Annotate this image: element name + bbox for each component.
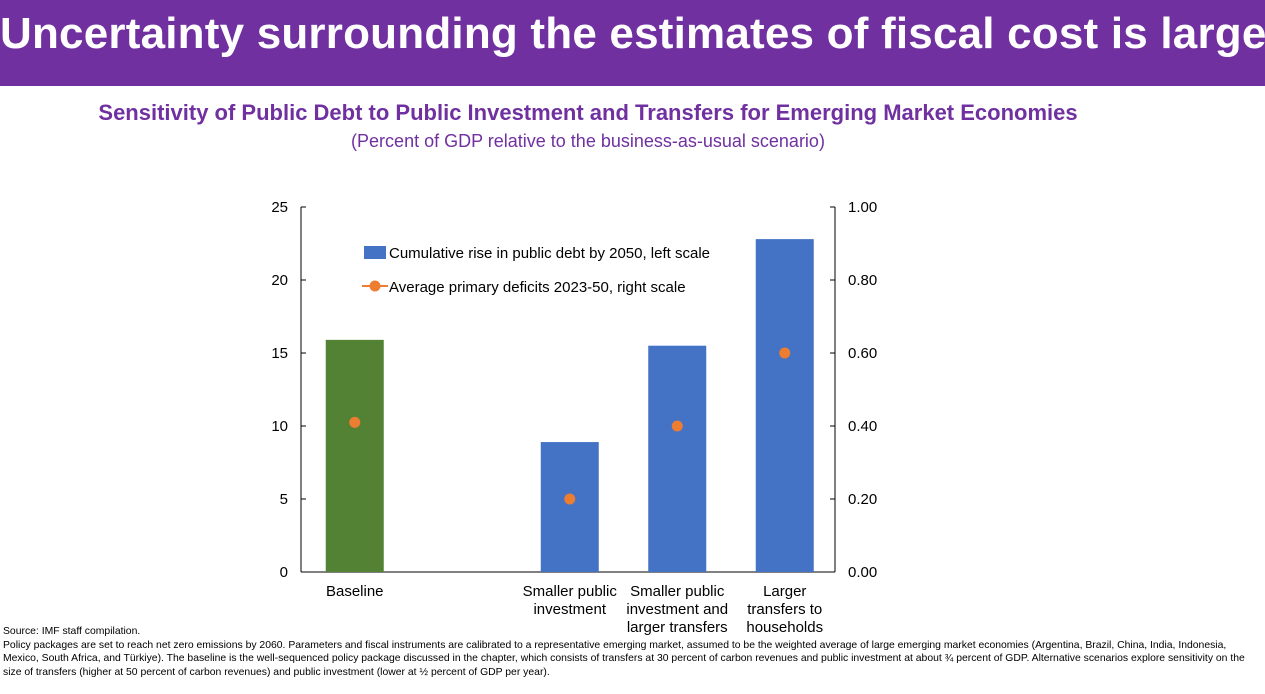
deficit-point-3 (671, 420, 683, 432)
policy-note: Policy packages are set to reach net zer… (3, 639, 1245, 678)
category-label: Baseline (326, 583, 384, 600)
category-label: Smaller public (630, 583, 725, 600)
category-label: transfers to (747, 601, 822, 618)
legend-bar-swatch (364, 246, 386, 259)
right-tick-label: 0.40 (848, 418, 877, 435)
left-tick-label: 25 (271, 199, 288, 216)
right-tick-label: 0.20 (848, 491, 877, 508)
source-note: Source: IMF staff compilation. (3, 626, 141, 637)
category-label: households (746, 619, 823, 636)
deficit-point-4 (779, 347, 791, 359)
left-tick-label: 20 (271, 272, 288, 289)
left-tick-label: 5 (280, 491, 288, 508)
slide-title: Uncertainty surrounding the estimates of… (0, 9, 1265, 58)
right-tick-label: 0.60 (848, 345, 877, 362)
deficit-point-2 (564, 493, 576, 505)
chart-notes: Source: IMF staff compilation. Policy pa… (3, 625, 1261, 679)
left-tick-label: 10 (271, 418, 288, 435)
chart-title: Sensitivity of Public Debt to Public Inv… (98, 100, 1078, 125)
category-label: Larger (763, 583, 806, 600)
chart-subtitle: (Percent of GDP relative to the business… (351, 131, 825, 151)
left-tick-label: 0 (280, 564, 288, 581)
deficit-point-0 (349, 416, 361, 428)
category-label: investment and (626, 601, 728, 618)
category-label: Smaller public (523, 583, 618, 600)
bar-3 (648, 345, 707, 572)
left-tick-label: 15 (271, 345, 288, 362)
category-label: larger transfers (627, 619, 728, 636)
right-tick-label: 1.00 (848, 199, 877, 216)
slide-header: Uncertainty surrounding the estimates of… (0, 0, 1265, 86)
legend-bar-label: Cumulative rise in public debt by 2050, … (389, 245, 710, 262)
bar-4 (755, 239, 814, 572)
category-label: investment (533, 601, 606, 618)
legend-dot-marker (369, 280, 381, 292)
right-tick-label: 0.00 (848, 564, 877, 581)
right-tick-label: 0.80 (848, 272, 877, 289)
bar-2 (540, 442, 599, 572)
legend-dot-label: Average primary deficits 2023-50, right … (389, 279, 686, 296)
bar-0 (325, 339, 384, 572)
